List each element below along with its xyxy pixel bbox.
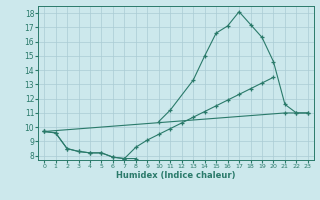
X-axis label: Humidex (Indice chaleur): Humidex (Indice chaleur) <box>116 171 236 180</box>
